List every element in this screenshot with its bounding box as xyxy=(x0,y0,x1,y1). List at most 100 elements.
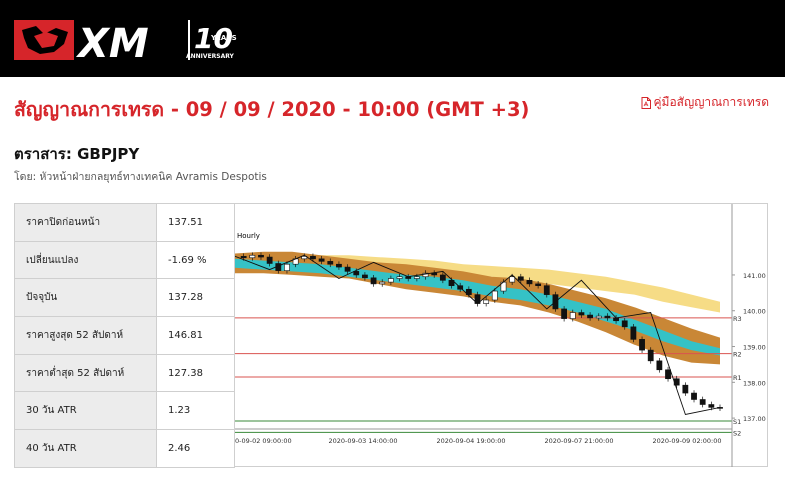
price-chart-panel: Hourly R3 R2 R1 S1 S2 141.00 140.00 139.00 138.… xyxy=(234,203,768,467)
y-tick-label: 141.00 xyxy=(743,272,766,280)
candle-body xyxy=(535,283,542,286)
candle-body xyxy=(569,312,576,319)
signals-guide-link[interactable]: คู่มือสัญญาณการเทรด xyxy=(641,93,770,112)
stat-label: ราคาปิดก่อนหน้า xyxy=(14,203,157,242)
candle-body xyxy=(266,256,273,264)
candle-body xyxy=(336,263,342,268)
stat-value: -1.69 % xyxy=(156,240,235,280)
guide-link-label: คู่มือสัญญาณการเทรด xyxy=(653,95,770,109)
stat-value: 137.51 xyxy=(156,203,235,242)
stat-value: 146.81 xyxy=(156,316,235,355)
candle-body xyxy=(561,308,568,319)
candle-body xyxy=(344,266,351,272)
zigzag-line xyxy=(234,254,721,416)
anniversary-number: 10 xyxy=(194,22,233,55)
candle-body xyxy=(448,280,455,286)
candle-body xyxy=(422,272,429,278)
candle-body xyxy=(665,369,671,380)
logo-divider xyxy=(188,20,190,60)
anniversary-years: YEARS xyxy=(210,34,237,42)
x-tick-label: 0-09-02 09:00:00 xyxy=(235,437,292,445)
teal-cloud-band xyxy=(235,258,720,356)
stat-value: 137.28 xyxy=(156,278,235,318)
candle-body xyxy=(310,256,316,260)
y-tick-label: 138.00 xyxy=(743,379,766,387)
y-tick-label: 140.00 xyxy=(743,308,766,316)
level-label-s2: S2 xyxy=(733,429,741,437)
price-chart: Hourly R3 R2 R1 S1 S2 141.00 140.00 139.00 138.… xyxy=(234,204,766,467)
candle-body xyxy=(379,281,386,285)
stat-value: 1.23 xyxy=(156,391,235,431)
candle-body xyxy=(587,314,593,319)
x-tick-label: 2020-09-04 19:00:00 xyxy=(436,437,505,445)
author-byline: โดย: หัวหน้าฝ่ายกลยุทธ์ทางเทคนิค Avramis… xyxy=(14,171,267,183)
table-row: ราคาสูงสุด 52 สัปดาห์ 146.81 xyxy=(14,316,235,355)
candle-body xyxy=(327,261,334,265)
candle-body xyxy=(439,274,446,281)
stat-label: 30 วัน ATR xyxy=(14,391,157,431)
candle-body xyxy=(630,326,637,340)
candle-body xyxy=(656,360,663,371)
site-header: XM 10 YEARS ANNIVERSARY xyxy=(0,0,785,77)
candle-body xyxy=(595,315,602,319)
xm-wordmark: XM xyxy=(75,21,149,66)
xm-bull-icon xyxy=(14,20,74,60)
candle-body xyxy=(708,404,715,408)
candle-body xyxy=(370,277,377,285)
level-label-r3: R3 xyxy=(733,315,742,323)
candle-body xyxy=(396,276,403,279)
pdf-icon xyxy=(641,96,651,109)
candle-body xyxy=(465,288,472,295)
candle-body xyxy=(699,399,706,405)
candle-body xyxy=(318,258,325,262)
candle-body xyxy=(543,285,550,295)
table-row: 30 วัน ATR 1.23 xyxy=(14,391,235,431)
y-tick-label: 137.00 xyxy=(743,415,766,423)
candle-body xyxy=(483,299,490,304)
candle-body xyxy=(639,339,645,351)
candle-body xyxy=(491,290,498,301)
candle-body xyxy=(604,315,611,319)
x-tick-label: 2020-09-03 14:00:00 xyxy=(328,437,397,445)
candle-body xyxy=(682,384,689,394)
table-row: ปัจจุบัน 137.28 xyxy=(14,278,235,318)
candle-body xyxy=(647,349,654,362)
stat-label: เปลี่ยนแปลง xyxy=(14,240,157,280)
stat-label: ราคาต่ำสุด 52 สัปดาห์ xyxy=(14,353,157,393)
y-tick-label: 139.00 xyxy=(743,344,766,352)
candle-body xyxy=(526,280,533,285)
candle-body xyxy=(353,271,360,276)
level-label-r2: R2 xyxy=(733,351,742,359)
xm-logo[interactable]: XM 10 YEARS ANNIVERSARY xyxy=(14,14,244,66)
stat-label: 40 วัน ATR xyxy=(14,429,157,468)
candle-body xyxy=(284,263,290,271)
stat-label: ราคาสูงสุด 52 สัปดาห์ xyxy=(14,316,157,355)
candle-body xyxy=(691,392,697,400)
candle-body xyxy=(249,254,256,259)
stat-label: ปัจจุบัน xyxy=(14,278,157,318)
page-title: สัญญาณการเทรด - 09 / 09 / 2020 - 10:00 (… xyxy=(14,98,530,121)
table-row: 40 วัน ATR 2.46 xyxy=(14,429,235,468)
x-tick-label: 2020-09-07 21:00:00 xyxy=(544,437,613,445)
instrument-label: ตราสาร: GBPJPY xyxy=(14,145,140,163)
table-row: ราคาปิดก่อนหน้า 137.51 xyxy=(14,203,235,242)
table-row: เปลี่ยนแปลง -1.69 % xyxy=(14,240,235,280)
stat-value: 127.38 xyxy=(156,353,235,393)
level-label-r1: R1 xyxy=(733,374,742,382)
stat-value: 2.46 xyxy=(156,429,235,468)
table-row: ราคาต่ำสุด 52 สัปดาห์ 127.38 xyxy=(14,353,235,393)
level-label-s1: S1 xyxy=(733,418,741,426)
anniversary-label: ANNIVERSARY xyxy=(186,53,235,60)
chart-timeframe-label: Hourly xyxy=(237,232,260,240)
candle-body xyxy=(240,256,247,259)
candle-body xyxy=(362,274,368,279)
candle-body xyxy=(517,276,524,281)
candle-body xyxy=(387,278,394,283)
candle-body xyxy=(258,254,264,258)
candle-body xyxy=(621,320,628,328)
candle-body xyxy=(578,312,585,316)
stats-table: ราคาปิดก่อนหน้า 137.51 เปลี่ยนแปลง -1.69 %… xyxy=(14,203,235,468)
candle-body xyxy=(413,276,420,279)
candle-body xyxy=(509,276,516,283)
candle-body xyxy=(301,256,308,260)
